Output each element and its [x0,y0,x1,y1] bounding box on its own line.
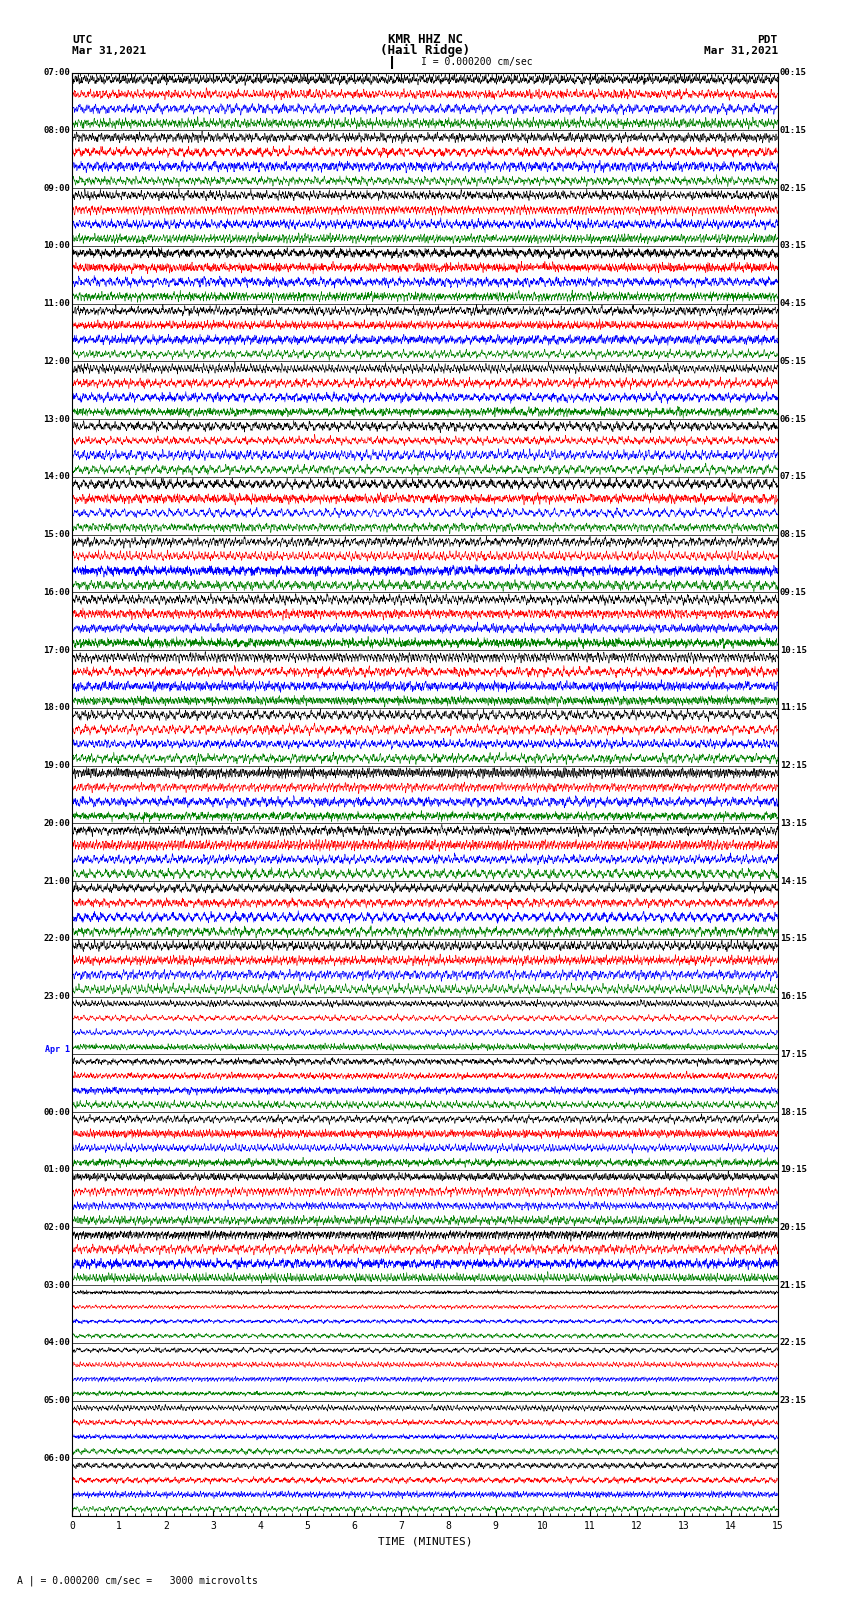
Text: 16:15: 16:15 [779,992,807,1002]
Text: 14:15: 14:15 [779,876,807,886]
Text: 06:00: 06:00 [43,1453,71,1463]
Text: 21:15: 21:15 [779,1281,807,1290]
Text: 12:15: 12:15 [779,761,807,769]
Text: 21:00: 21:00 [43,876,71,886]
Text: 08:00: 08:00 [43,126,71,135]
Text: 00:00: 00:00 [43,1108,71,1116]
Text: 10:15: 10:15 [779,645,807,655]
Text: 10:00: 10:00 [43,242,71,250]
Text: (Hail Ridge): (Hail Ridge) [380,44,470,58]
Text: Mar 31,2021: Mar 31,2021 [704,45,778,56]
Text: 18:00: 18:00 [43,703,71,713]
Text: 22:15: 22:15 [779,1339,807,1347]
Text: 05:00: 05:00 [43,1397,71,1405]
Text: 23:00: 23:00 [43,992,71,1002]
Text: 14:00: 14:00 [43,473,71,481]
Text: 05:15: 05:15 [779,356,807,366]
Text: 20:15: 20:15 [779,1223,807,1232]
Text: 01:15: 01:15 [779,126,807,135]
Text: 03:15: 03:15 [779,242,807,250]
Text: 17:00: 17:00 [43,645,71,655]
Text: 08:15: 08:15 [779,531,807,539]
Text: A | = 0.000200 cm/sec =   3000 microvolts: A | = 0.000200 cm/sec = 3000 microvolts [17,1576,258,1586]
Text: Apr 1: Apr 1 [45,1045,71,1055]
Text: 16:00: 16:00 [43,587,71,597]
Text: 04:00: 04:00 [43,1339,71,1347]
Text: I = 0.000200 cm/sec: I = 0.000200 cm/sec [421,56,532,68]
Text: 22:00: 22:00 [43,934,71,944]
Text: 12:00: 12:00 [43,356,71,366]
Text: 07:00: 07:00 [43,68,71,77]
Text: 00:15: 00:15 [779,68,807,77]
Text: 11:00: 11:00 [43,298,71,308]
Text: KMR HHZ NC: KMR HHZ NC [388,32,462,47]
Text: 15:00: 15:00 [43,531,71,539]
Text: Mar 31,2021: Mar 31,2021 [72,45,146,56]
Text: 11:15: 11:15 [779,703,807,713]
Text: 07:15: 07:15 [779,473,807,481]
Text: 23:15: 23:15 [779,1397,807,1405]
X-axis label: TIME (MINUTES): TIME (MINUTES) [377,1537,473,1547]
Text: 17:15: 17:15 [779,1050,807,1058]
Text: 01:00: 01:00 [43,1165,71,1174]
Text: 18:15: 18:15 [779,1108,807,1116]
Text: 02:15: 02:15 [779,184,807,192]
Text: 19:15: 19:15 [779,1165,807,1174]
Text: 13:15: 13:15 [779,819,807,827]
Text: 15:15: 15:15 [779,934,807,944]
Text: UTC: UTC [72,34,93,45]
Text: 13:00: 13:00 [43,415,71,424]
Text: 03:00: 03:00 [43,1281,71,1290]
Text: 02:00: 02:00 [43,1223,71,1232]
Text: 20:00: 20:00 [43,819,71,827]
Text: 09:15: 09:15 [779,587,807,597]
Text: 09:00: 09:00 [43,184,71,192]
Text: 04:15: 04:15 [779,298,807,308]
Text: PDT: PDT [757,34,778,45]
Text: 06:15: 06:15 [779,415,807,424]
Text: 19:00: 19:00 [43,761,71,769]
